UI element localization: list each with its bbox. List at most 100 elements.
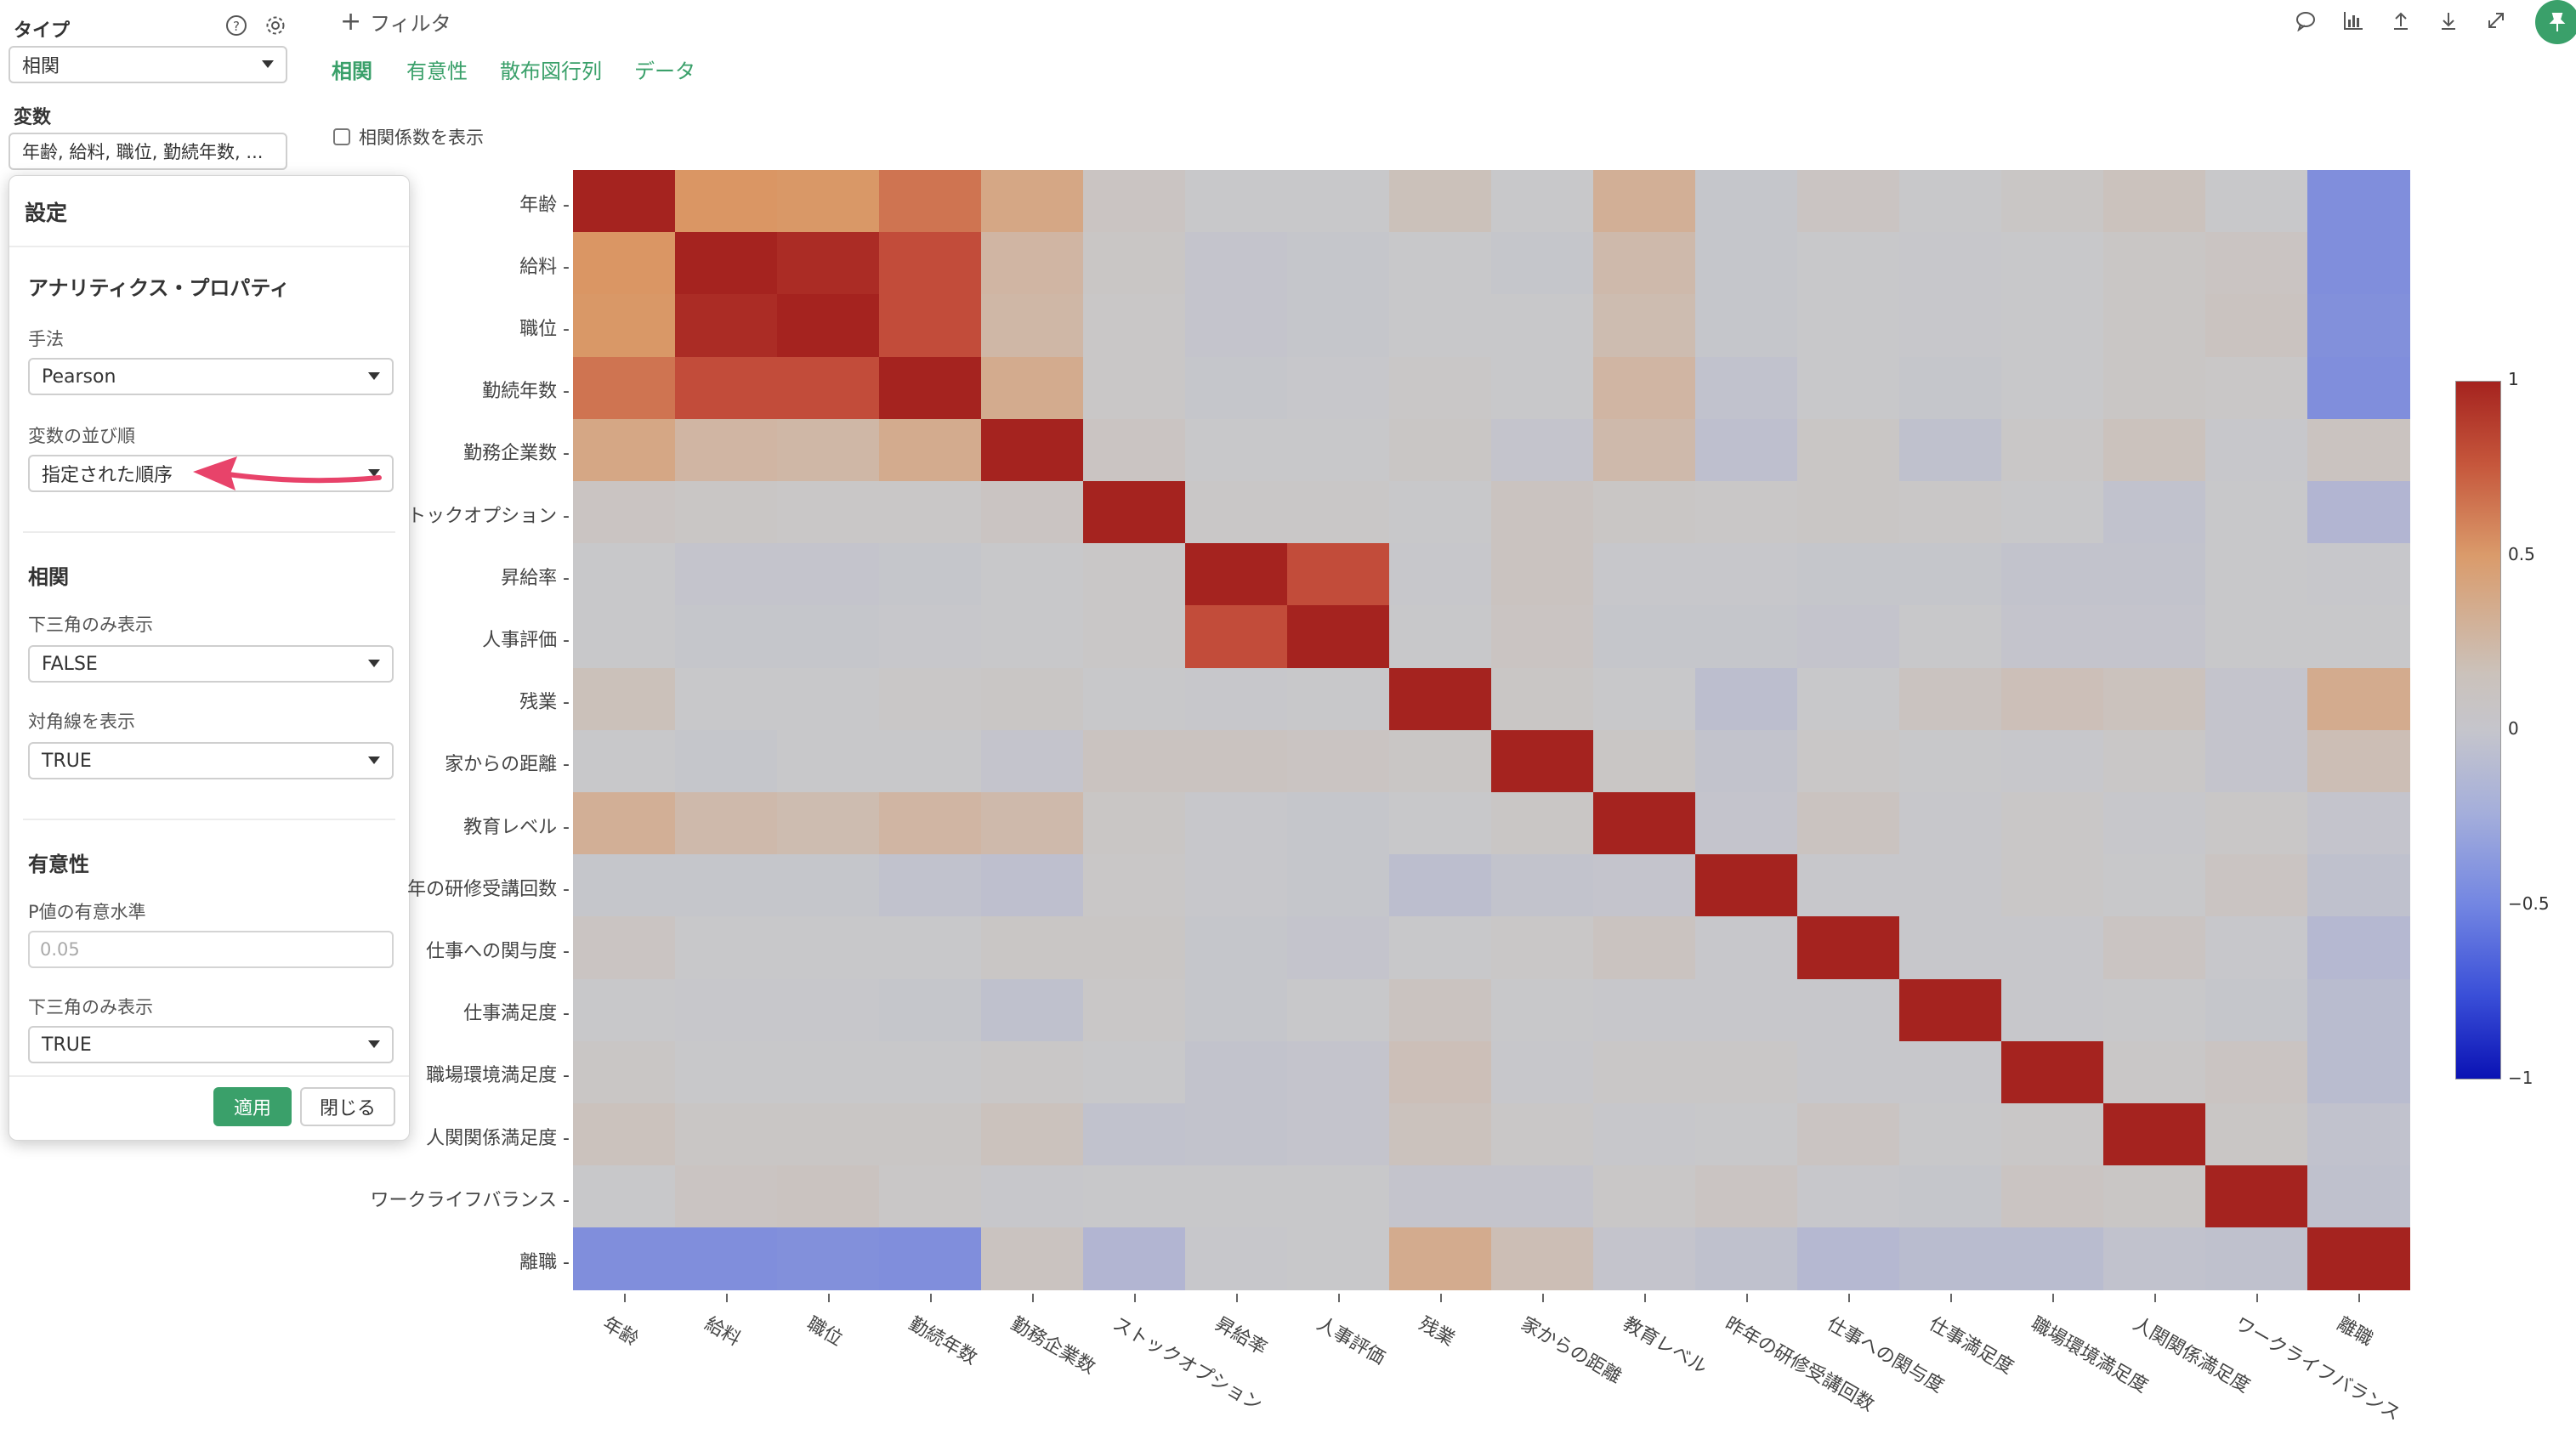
heatmap-cell [2103,1165,2206,1228]
heatmap-cell [2307,1165,2410,1228]
show-diagonal-select[interactable]: TRUE [28,742,394,779]
heatmap-cell [1797,356,1900,420]
heatmap-cell [2001,543,2104,606]
close-button[interactable]: 閉じる [300,1087,395,1126]
heatmap-cell [1491,978,1594,1042]
y-tick-label: 年の研修受講回数 - [407,878,570,900]
heatmap-cell [2001,1165,2104,1228]
heatmap-cell [1389,232,1492,295]
show-coefficient-toggle[interactable]: 相関係数を表示 [333,124,484,150]
corr-lower-triangle-value: FALSE [42,653,98,675]
heatmap-cell [573,978,676,1042]
heatmap-cell [1083,605,1186,669]
corr-lower-triangle-select[interactable]: FALSE [28,645,394,683]
heatmap-cell [1899,978,2002,1042]
heatmap-cell [777,294,880,358]
heatmap-cell [1083,978,1186,1042]
heatmap-cell [2001,916,2104,980]
sig-lower-triangle-select[interactable]: TRUE [28,1026,394,1063]
heatmap-cell [1593,170,1696,233]
heatmap-cell [675,729,778,793]
heatmap-cell [981,418,1084,482]
tab-data[interactable]: データ [634,60,695,83]
chart-icon[interactable] [2340,7,2367,34]
heatmap-cell [2001,667,2104,731]
gear-icon[interactable] [264,14,287,37]
heatmap-cell [2001,854,2104,917]
heatmap-cell [1389,1227,1492,1291]
filter-label: フィルタ [370,12,451,36]
heatmap-cell [1797,170,1900,233]
heatmap-cell [1593,978,1696,1042]
heatmap-cell [1185,1227,1288,1291]
heatmap-cell [1899,418,2002,482]
upload-icon[interactable] [2387,7,2414,34]
x-tick-label: 残業 [1415,1312,1459,1351]
heatmap-cell [675,481,778,544]
heatmap-cell [981,978,1084,1042]
x-tick-label: 昇給率 [1211,1312,1271,1360]
heatmap-cell [1797,1040,1900,1104]
settings-title: 設定 [25,201,68,225]
pin-icon[interactable] [2535,0,2576,44]
heatmap-cell [2103,481,2206,544]
heatmap-cell [879,1227,982,1291]
heatmap-cell [981,1103,1084,1166]
x-tick-label: 勤続年数 [905,1312,981,1369]
heatmap-cell [1287,356,1390,420]
show-coefficient-checkbox[interactable] [333,128,350,145]
tab-significance[interactable]: 有意性 [406,60,468,83]
help-icon[interactable]: ? [224,14,248,37]
method-select[interactable]: Pearson [28,358,394,395]
heatmap-cell [1491,543,1594,606]
method-select-value: Pearson [42,366,116,388]
y-tick-label: 離職 - [519,1252,570,1273]
heatmap-cell [1593,1227,1696,1291]
heatmap-cell [1287,481,1390,544]
chevron-down-icon [368,660,380,667]
variables-select[interactable]: 年齢, 給料, 職位, 勤続年数, ... [9,133,287,170]
type-select[interactable]: 相関 [9,46,287,83]
heatmap-cell [1491,418,1594,482]
add-filter-button[interactable]: + フィルタ [340,7,451,37]
heatmap-cell [675,543,778,606]
heatmap-cell [1083,916,1186,980]
heatmap-cell [2205,729,2308,793]
heatmap-cell [1287,1040,1390,1104]
heatmap-cell [2103,232,2206,295]
variable-order-select[interactable]: 指定された順序 [28,455,394,492]
tab-scatter-matrix[interactable]: 散布図行列 [500,60,602,83]
apply-button[interactable]: 適用 [213,1087,292,1126]
tab-correlation[interactable]: 相関 [332,60,372,83]
heatmap-cell [981,854,1084,917]
variables-select-value: 年齢, 給料, 職位, 勤続年数, ... [22,142,264,162]
pvalue-input[interactable]: 0.05 [28,931,394,968]
heatmap-cell [2103,1227,2206,1291]
heatmap-cell [777,232,880,295]
heatmap-cell [1083,418,1186,482]
heatmap-cell [1695,170,1798,233]
x-tick-mark [1440,1293,1442,1302]
y-tick-label: 残業 - [519,692,570,714]
y-tick-label: 家からの距離 - [445,754,570,776]
colorbar-tick-label: 1 [2508,369,2519,389]
comment-icon[interactable] [2292,7,2319,34]
heatmap-cell [1899,854,2002,917]
heatmap-cell [2205,605,2308,669]
heatmap-cell [2103,418,2206,482]
download-icon[interactable] [2435,7,2462,34]
heatmap-cell [1797,792,1900,855]
heatmap-cell [2307,854,2410,917]
chevron-down-icon [368,372,380,380]
heatmap-cell [2103,1040,2206,1104]
heatmap-cell [2205,916,2308,980]
heatmap-cell [1593,543,1696,606]
heatmap-cell [2205,1165,2308,1228]
expand-icon[interactable] [2482,7,2510,34]
heatmap-cell [1083,232,1186,295]
chevron-down-icon [368,469,380,477]
x-tick-label: 勤務企業数 [1007,1312,1099,1379]
variable-order-select-value: 指定された順序 [42,465,173,486]
heatmap-cell [675,605,778,669]
heatmap-cell [1899,1103,2002,1166]
